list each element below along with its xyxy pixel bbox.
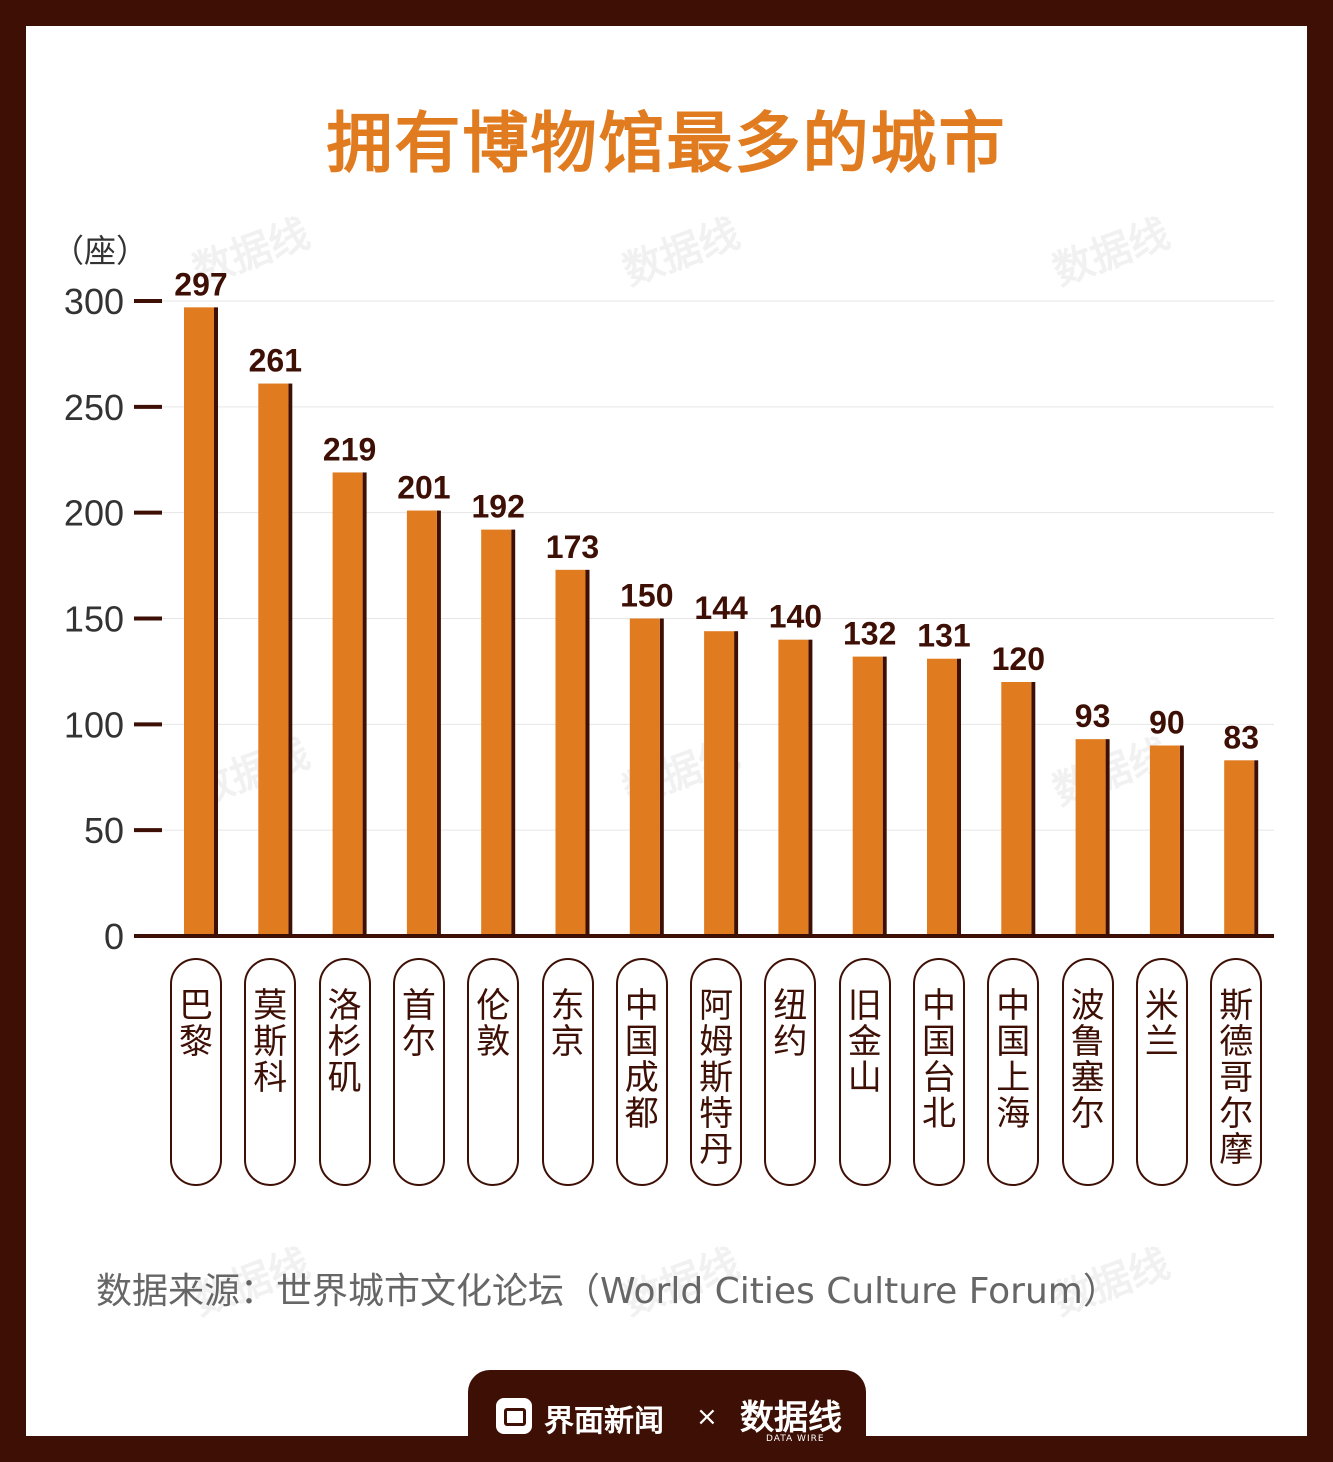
bar-shadow — [585, 569, 590, 936]
brand-datawire-sub: DATA WIRE — [766, 1434, 825, 1444]
bar-shadow — [362, 472, 367, 936]
category-label: 中国上海 — [987, 958, 1040, 1186]
bar — [927, 658, 957, 936]
category-label-text: 旧金山 — [847, 986, 882, 1098]
y-tick-label: 0 — [104, 916, 124, 957]
bar-shadow — [214, 307, 218, 937]
bar-value-label: 144 — [694, 590, 748, 626]
bar — [1001, 682, 1032, 936]
bar-value-label: 219 — [323, 431, 376, 467]
bars — [184, 307, 1259, 937]
chart-frame — [26, 26, 1307, 1436]
jiemian-logo-icon — [496, 1398, 532, 1434]
bar-value-label: 297 — [174, 266, 227, 302]
bar-value-label: 90 — [1149, 705, 1185, 741]
category-label-text: 斯德哥尔摩 — [1219, 986, 1254, 1170]
bar-value-label: 132 — [843, 616, 896, 652]
category-label-text: 中国台北 — [922, 986, 956, 1134]
category-label: 中国成都 — [615, 958, 668, 1186]
data-source: 数据来源：世界城市文化论坛（World Cities Culture Forum… — [96, 1271, 1119, 1312]
bar-shadow — [1254, 760, 1259, 936]
bar — [184, 307, 214, 937]
bar-value-label: 120 — [992, 641, 1045, 677]
category-label: 莫斯科 — [244, 958, 297, 1186]
bar-value-label: 173 — [546, 529, 599, 565]
chart-title: 拥有博物馆最多的城市 — [326, 105, 1007, 182]
bar — [852, 656, 883, 936]
category-label-text: 中国上海 — [996, 986, 1031, 1134]
bar-value-label: 93 — [1075, 698, 1111, 734]
y-tick-label: 250 — [64, 387, 124, 428]
bar-shadow — [882, 656, 887, 936]
y-axis-unit-label: （座） — [52, 232, 149, 270]
category-label: 伦敦 — [467, 958, 520, 1186]
bar — [778, 639, 809, 936]
bar-value-label: 131 — [917, 618, 970, 654]
bar-value-label: 261 — [249, 343, 302, 379]
bar — [1149, 745, 1180, 936]
y-tick-label: 50 — [84, 810, 124, 851]
category-label: 斯德哥尔摩 — [1210, 958, 1263, 1186]
data-labels: 297 261 219 201 192 173 150 144 140 132 131 120 93 90… — [174, 266, 1259, 755]
category-label-text: 首尔 — [401, 986, 436, 1062]
bar-shadow — [1105, 739, 1110, 936]
bar — [481, 529, 512, 936]
bar-value-label: 201 — [397, 470, 450, 506]
bar-shadow — [734, 631, 739, 936]
footer-banner: 界面新闻 × 数据线 DATA WIRE — [468, 1370, 866, 1462]
category-label: 阿姆斯特丹 — [690, 958, 743, 1186]
bar — [258, 383, 289, 936]
category-label-text: 中国成都 — [624, 986, 659, 1134]
bar — [555, 569, 586, 936]
y-tick-label: 200 — [64, 493, 124, 534]
category-label-text: 洛杉矶 — [327, 986, 362, 1098]
category-label: 首尔 — [392, 958, 445, 1186]
category-label: 中国台北 — [913, 958, 965, 1186]
bar-value-label: 192 — [472, 489, 525, 525]
category-label-text: 米兰 — [1144, 986, 1179, 1062]
bar-shadow — [659, 618, 664, 936]
bar-value-label: 150 — [620, 578, 673, 614]
bar — [406, 510, 437, 936]
category-label: 东京 — [541, 958, 594, 1186]
brand-jiemian: 界面新闻 — [544, 1404, 664, 1439]
bar-shadow — [957, 658, 961, 936]
bar-shadow — [288, 383, 293, 936]
bar-shadow — [1179, 745, 1184, 936]
y-tick-label: 100 — [64, 704, 124, 745]
category-label-text: 莫斯科 — [253, 986, 288, 1098]
bar — [629, 618, 660, 936]
category-label: 米兰 — [1135, 958, 1188, 1186]
brand-datawire: 数据线 — [740, 1398, 842, 1438]
brand-separator: × — [696, 1402, 718, 1432]
category-label: 洛杉矶 — [318, 958, 371, 1186]
bar-shadow — [436, 510, 441, 936]
bar-value-label: 140 — [769, 599, 822, 635]
category-label-text: 阿姆斯特丹 — [699, 986, 734, 1170]
y-tick-label: 150 — [64, 599, 124, 640]
bar — [332, 472, 363, 936]
category-label-text: 波鲁塞尔 — [1070, 986, 1105, 1134]
bar — [704, 631, 735, 936]
bar — [1224, 760, 1255, 936]
bar-shadow — [511, 529, 516, 936]
category-label: 旧金山 — [838, 958, 891, 1186]
y-tick-label: 300 — [64, 281, 124, 322]
category-label: 巴黎 — [170, 958, 222, 1186]
bar — [1075, 739, 1106, 936]
bar-shadow — [808, 639, 813, 936]
y-axis: 0 50 100 150 200 250 300 — [64, 281, 162, 957]
category-label: 纽约 — [764, 958, 817, 1186]
category-label-text: 巴黎 — [179, 986, 213, 1062]
category-label: 波鲁塞尔 — [1061, 958, 1114, 1186]
category-label-text: 伦敦 — [476, 986, 511, 1062]
category-label-text: 纽约 — [773, 986, 808, 1062]
bar-shadow — [1031, 682, 1036, 936]
category-label-text: 东京 — [550, 986, 585, 1062]
bar-value-label: 83 — [1223, 719, 1259, 755]
